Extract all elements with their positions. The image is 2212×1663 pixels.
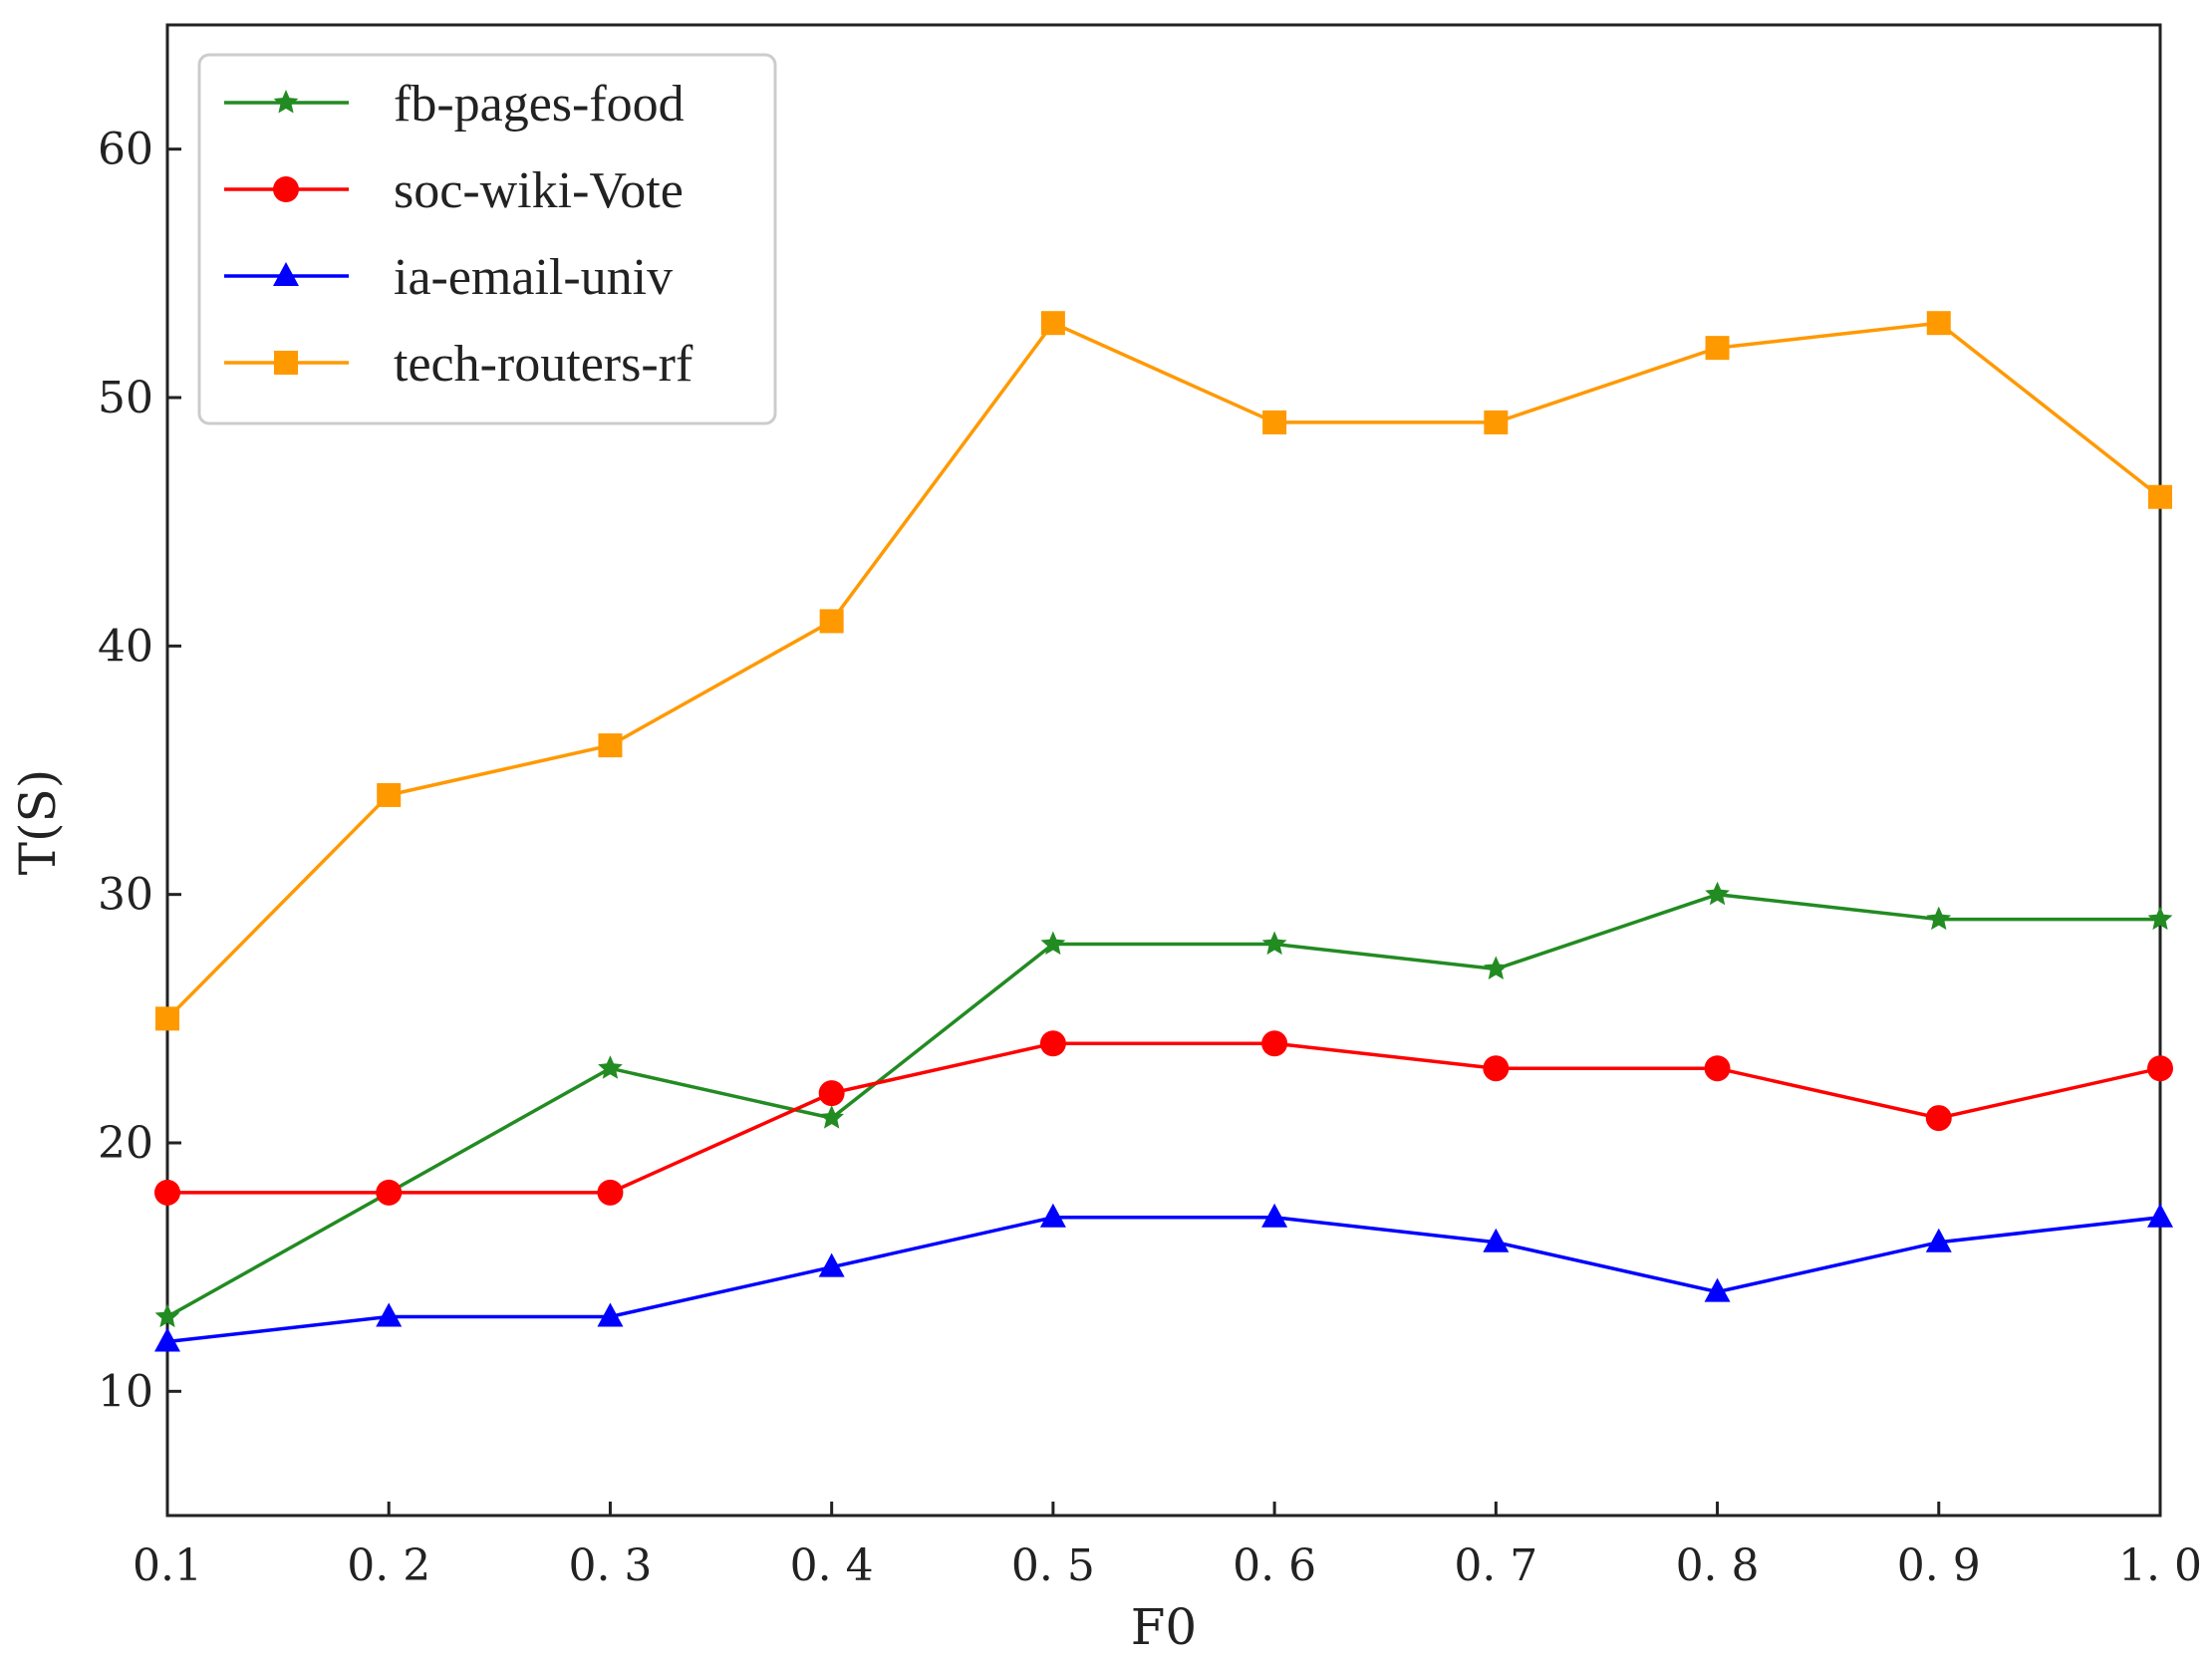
data-point-fb-pages-food: [1040, 931, 1066, 956]
series-line-tech-routers-rf: [165, 321, 2162, 1020]
y-axis: 10 20 30 40 50 60: [98, 125, 181, 1417]
y-tick-label: 10: [98, 1366, 153, 1417]
data-point-fb-pages-food: [1261, 931, 1287, 956]
data-point-soc-wiki-Vote: [818, 1080, 845, 1107]
series-tech-routers-rf: [155, 311, 2172, 1031]
data-point-ia-email-univ: [2147, 1203, 2173, 1228]
plot-frame: [165, 23, 2162, 1518]
legend-marker: [273, 262, 299, 286]
data-point-soc-wiki-Vote: [1261, 1030, 1288, 1057]
x-tick-label: 0. 7: [1454, 1540, 1537, 1591]
legend-item-tech-routers-rf: tech-routers-rf: [224, 336, 693, 393]
data-point-fb-pages-food: [1484, 956, 1509, 979]
x-tick-label: 0. 4: [790, 1540, 874, 1591]
data-point-fb-pages-food: [1705, 881, 1730, 906]
data-point-fb-pages-food: [154, 1303, 180, 1328]
y-axis-title: T(S): [9, 769, 67, 876]
data-point-soc-wiki-Vote: [2147, 1055, 2173, 1082]
legend-marker: [274, 351, 298, 375]
data-point-soc-wiki-Vote: [154, 1179, 180, 1206]
series-line-fb-pages-food: [166, 892, 2160, 1319]
legend-marker: [273, 176, 299, 202]
data-point-tech-routers-rf: [1705, 336, 1730, 361]
series-soc-wiki-Vote: [154, 1030, 2173, 1206]
data-point-ia-email-univ: [1925, 1228, 1952, 1252]
series-line-ia-email-univ: [166, 1216, 2161, 1344]
data-point-ia-email-univ: [1039, 1203, 1066, 1228]
x-tick-label: 0. 8: [1676, 1540, 1760, 1591]
legend: fb-pages-food soc-wiki-Vote ia-email-univ t…: [197, 53, 777, 425]
data-point-fb-pages-food: [598, 1055, 623, 1079]
data-point-soc-wiki-Vote: [1483, 1055, 1510, 1082]
series-layer: [154, 311, 2173, 1352]
y-tick-label: 30: [98, 870, 153, 921]
data-point-tech-routers-rf: [1926, 311, 1951, 336]
data-point-tech-routers-rf: [598, 733, 623, 758]
data-point-soc-wiki-Vote: [597, 1179, 624, 1206]
data-point-ia-email-univ: [154, 1327, 180, 1352]
data-point-soc-wiki-Vote: [376, 1179, 403, 1206]
data-point-tech-routers-rf: [1484, 410, 1509, 434]
x-tick-label: 0. 3: [568, 1540, 652, 1591]
y-tick-label: 40: [98, 621, 153, 672]
legend-label: tech-routers-rf: [394, 336, 693, 393]
legend-label: soc-wiki-Vote: [394, 162, 684, 219]
y-tick-label: 50: [98, 373, 153, 423]
x-tick-label: 0. 2: [347, 1540, 430, 1591]
series-ia-email-univ: [154, 1203, 2173, 1352]
data-point-ia-email-univ: [1261, 1203, 1288, 1228]
legend-label: ia-email-univ: [394, 249, 673, 306]
series-fb-pages-food: [154, 881, 2173, 1328]
x-axis-title: F0: [1131, 1598, 1198, 1656]
data-point-fb-pages-food: [2147, 906, 2173, 931]
x-tick-label: 1. 0: [2118, 1540, 2202, 1591]
data-point-fb-pages-food: [1926, 906, 1952, 931]
data-point-fb-pages-food: [819, 1105, 844, 1129]
data-point-ia-email-univ: [1483, 1228, 1510, 1252]
data-point-tech-routers-rf: [1262, 410, 1287, 434]
data-point-tech-routers-rf: [155, 1006, 179, 1031]
data-point-soc-wiki-Vote: [1039, 1030, 1066, 1057]
x-tick-label: 0.1: [133, 1540, 202, 1591]
y-tick-label: 20: [98, 1118, 153, 1169]
x-tick-label: 0. 6: [1233, 1540, 1316, 1591]
data-point-ia-email-univ: [597, 1302, 624, 1327]
data-point-tech-routers-rf: [819, 609, 844, 634]
x-tick-label: 0. 9: [1897, 1540, 1981, 1591]
data-point-tech-routers-rf: [2148, 484, 2172, 509]
data-point-ia-email-univ: [818, 1252, 845, 1277]
legend-item-ia-email-univ: ia-email-univ: [224, 249, 673, 306]
data-point-tech-routers-rf: [377, 782, 402, 807]
legend-marker: [273, 90, 299, 114]
data-point-ia-email-univ: [1704, 1277, 1731, 1302]
x-tick-label: 0. 5: [1011, 1540, 1095, 1591]
data-point-soc-wiki-Vote: [1925, 1105, 1952, 1132]
legend-item-fb-pages-food: fb-pages-food: [224, 76, 685, 133]
data-point-ia-email-univ: [376, 1302, 403, 1327]
x-axis: 0.1 0. 2 0. 3 0. 4 0. 5 0. 6 0. 7 0. 8 0. 9 1. 0: [133, 1502, 2202, 1591]
legend-label: fb-pages-food: [394, 76, 685, 133]
legend-item-soc-wiki-Vote: soc-wiki-Vote: [224, 162, 684, 219]
legend-box: [197, 53, 777, 425]
data-point-tech-routers-rf: [1040, 311, 1065, 336]
data-point-soc-wiki-Vote: [1704, 1055, 1731, 1082]
y-tick-label: 60: [98, 125, 153, 175]
series-line-soc-wiki-Vote: [167, 1041, 2161, 1195]
